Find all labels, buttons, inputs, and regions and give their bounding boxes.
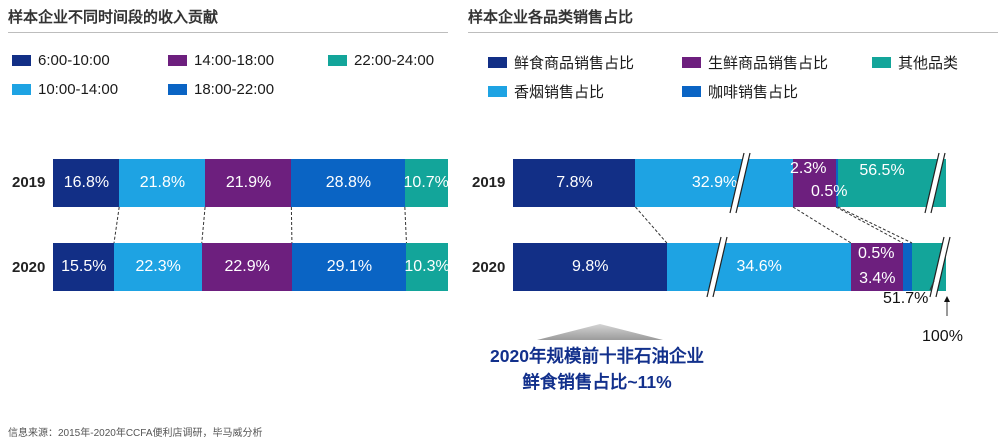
legend-label: 生鲜商品销售占比 [708,55,829,72]
bar-segment-2020-4: 10.3% [404,243,450,291]
right-year-label-2019: 2019 [472,174,506,191]
right-chart-title: 样本企业各品类销售占比 [468,9,634,26]
bar-segment-2019-4: 10.7% [403,159,449,207]
bar-value-label: 21.9% [225,174,272,191]
callout-line-2: 鲜食销售占比~11% [522,372,672,392]
bar-value-label: 34.6% [736,258,782,275]
legend-swatch [12,55,31,66]
bar-segment-2019-fresh-food: 7.8% [513,159,637,207]
bar-value-label: 28.8% [325,174,372,191]
segment-connector [404,206,407,244]
bar-value-label: 10.3% [404,258,450,275]
legend-swatch [488,86,507,97]
bar-value-label: 15.5% [61,258,107,275]
axis-break-other-2019 [924,152,946,214]
legend-item: 14:00-18:00 [168,52,274,69]
legend-swatch [328,55,347,66]
bar-value-label: 10.7% [403,174,449,191]
legend-item: 咖啡销售占比 [682,81,798,102]
bar-value-label: 22.9% [224,258,270,275]
legend-item: 香烟销售占比 [488,81,604,102]
legend-label: 10:00-14:00 [38,81,119,98]
segment-connector [792,206,852,244]
legend-item: 生鲜商品销售占比 [682,52,828,73]
legend-label: 咖啡销售占比 [708,84,799,101]
total-arrow-head [944,296,950,302]
bar-segment-2020-0: 15.5% [53,243,115,291]
bar-value-label: 22.3% [135,258,181,275]
axis-break-tobacco-2019 [729,152,751,214]
legend-item: 10:00-14:00 [12,81,118,98]
bar-value-label: 56.5% [859,162,905,179]
legend-swatch [168,55,187,66]
bar-value-label: 32.9% [691,174,738,191]
legend-label: 香烟销售占比 [514,84,605,101]
annotation-other-2020: 51.7% [883,290,929,307]
segment-connector [835,206,904,244]
right-year-label-2020: 2020 [472,259,506,276]
left-year-label-2019: 2019 [12,174,46,191]
label-coffee-2019: 0.5% [811,183,848,200]
legend-label: 18:00-22:00 [194,81,275,98]
annotation-total: 100% [922,328,963,345]
segment-connector [837,206,913,244]
legend-label: 14:00-18:00 [194,52,275,69]
bar-value-label: 21.8% [139,174,186,191]
segment-connector [290,206,293,244]
axis-break-tobacco-2020 [706,236,728,298]
bar-segment-2019-0: 16.8% [53,159,120,207]
bar-value-label: 7.8% [556,174,593,191]
segment-connector [635,206,668,244]
bar-segment-2019-coffee [836,159,839,207]
bar-value-label: 3.4% [859,270,896,287]
left-chart-title: 样本企业不同时间段的收入贡献 [8,9,219,26]
legend-label: 其他品类 [898,55,959,72]
legend-swatch [872,57,891,68]
bar-value-label: 9.8% [571,258,609,275]
bar-segment-2020-fresh-produce: 3.4% [851,243,904,291]
segment-connector [113,206,120,244]
bar-segment-2019-2: 21.9% [205,159,292,207]
legend-label: 6:00-10:00 [38,52,110,69]
legend-swatch [682,86,701,97]
left-title-divider [8,32,448,33]
bar-segment-2020-3: 29.1% [291,243,408,291]
callout-text: 2020年规模前十非石油企业 鲜食销售占比~11% [432,343,762,395]
legend-item: 6:00-10:00 [12,52,110,69]
bar-segment-2020-fresh-food: 9.8% [513,243,668,291]
bar-segment-2019-1: 21.8% [119,159,206,207]
source-footnote: 信息来源：2015年-2020年CCFA便利店调研，毕马威分析 [8,428,263,439]
legend-swatch [488,57,507,68]
label-coffee-2020: 0.5% [858,245,895,262]
bar-segment-2019-fresh-produce [793,159,837,207]
legend-swatch [682,57,701,68]
legend-swatch [12,84,31,95]
bar-value-label: 16.8% [63,174,110,191]
segment-connector [201,206,206,244]
callout-pointer [537,324,663,340]
bar-segment-2020-coffee [903,243,913,291]
legend-label: 22:00-24:00 [354,52,435,69]
bar-segment-2020-tobacco: 34.6% [666,243,852,291]
left-year-label-2020: 2020 [12,259,46,276]
leader-other-2020 [929,280,935,291]
legend-item: 其他品类 [872,52,958,73]
axis-break-other-2020 [929,236,951,298]
callout-line-1: 2020年规模前十非石油企业 [490,346,704,366]
bar-segment-2020-1: 22.3% [114,243,203,291]
bar-value-label: 29.1% [326,258,373,275]
legend-item: 22:00-24:00 [328,52,434,69]
bar-segment-2020-2: 22.9% [201,243,293,291]
legend-label: 鲜食商品销售占比 [514,55,635,72]
label-fresh-produce-2019: 2.3% [790,160,827,177]
bar-segment-2019-tobacco: 32.9% [635,159,794,207]
legend-swatch [168,84,187,95]
right-title-divider [468,32,998,33]
bar-segment-2019-3: 28.8% [291,159,406,207]
legend-item: 18:00-22:00 [168,81,274,98]
legend-item: 鲜食商品销售占比 [488,52,634,73]
